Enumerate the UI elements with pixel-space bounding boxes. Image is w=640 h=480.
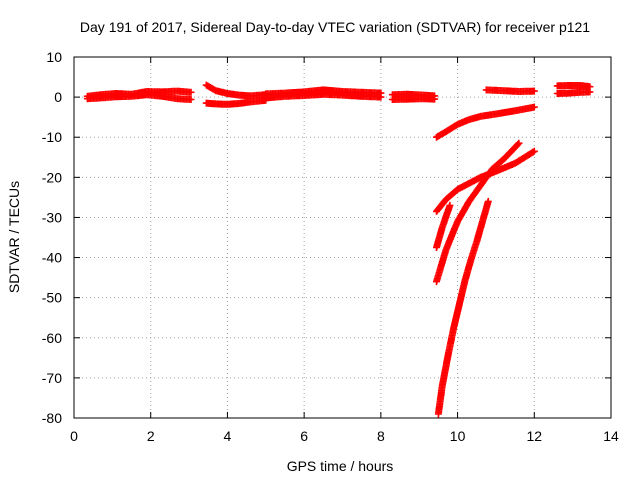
y-tick-label: -80	[42, 410, 62, 426]
data-point	[187, 96, 195, 103]
y-ticks: 10 0 -10 -20 -30 -40 -50 -60 -70 -80	[42, 49, 611, 426]
y-axis-label: SDTVAR / TECUs	[6, 181, 22, 293]
data-point	[530, 87, 538, 95]
y-tick-label: -10	[42, 129, 62, 145]
data-point	[431, 95, 439, 103]
data-point	[377, 93, 385, 101]
data-point	[187, 88, 195, 96]
data-point	[530, 103, 538, 111]
data-point	[586, 88, 594, 96]
plot-frame	[73, 56, 612, 419]
y-tick-label: -70	[42, 370, 62, 386]
data-point	[530, 147, 538, 155]
y-tick-label: -40	[42, 250, 62, 266]
y-tick-label: 0	[54, 89, 62, 105]
y-tick-label: -50	[42, 290, 62, 306]
x-ticks: 0 2 4 6 8 10 12 14	[70, 57, 619, 444]
x-tick-label: 4	[224, 428, 232, 444]
x-tick-label: 0	[70, 428, 78, 444]
chart-title: Day 191 of 2017, Sidereal Day-to-day VTE…	[80, 19, 590, 35]
x-tick-label: 10	[450, 428, 466, 444]
data-point	[514, 140, 522, 148]
data-point	[484, 197, 492, 205]
data-points	[83, 81, 594, 418]
x-tick-label: 8	[377, 428, 385, 444]
data-point	[446, 201, 454, 209]
x-tick-label: 6	[300, 428, 308, 444]
y-tick-label: -60	[42, 330, 62, 346]
y-tick-label: -20	[42, 169, 62, 185]
x-tick-label: 2	[147, 428, 155, 444]
x-tick-label: 14	[603, 428, 619, 444]
x-tick-label: 12	[526, 428, 542, 444]
y-tick-label: 10	[46, 49, 62, 65]
x-axis-label: GPS time / hours	[287, 458, 394, 474]
data-point	[515, 139, 523, 147]
y-tick-label: -30	[42, 209, 62, 225]
